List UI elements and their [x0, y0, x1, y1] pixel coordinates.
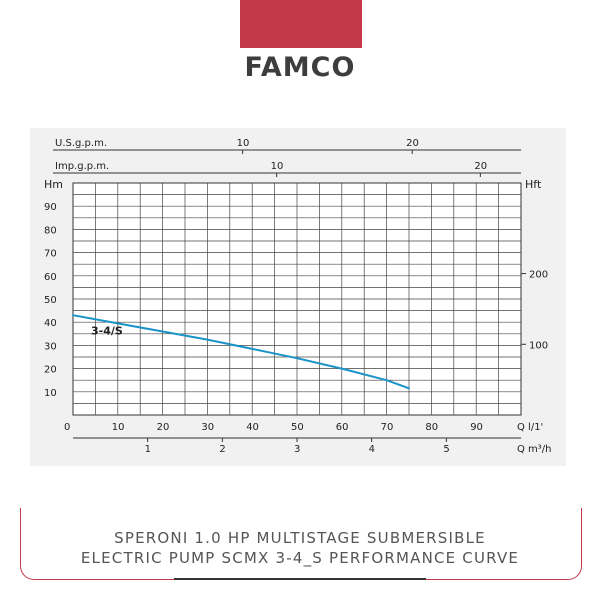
y-tick-label: 10: [44, 388, 57, 399]
brand-top-bar: [240, 0, 362, 48]
caption-line-1: SPERONI 1.0 HP MULTISTAGE SUBMERSIBLE: [114, 529, 486, 547]
usgpm-tick-label: 10: [237, 138, 250, 149]
caption-line-2: ELECTRIC PUMP SCMX 3-4_S PERFORMANCE CUR…: [80, 549, 520, 567]
chart-axes: [53, 149, 526, 442]
x-tick-label: 60: [336, 422, 349, 433]
y-tick-label: 60: [44, 272, 57, 283]
m3h-tick-label: 3: [294, 444, 300, 455]
impgpm-axis-label: Imp.g.p.m.: [55, 161, 109, 172]
m3h-axis-label: Q m³/h: [517, 444, 552, 455]
y-tick-label: 50: [44, 295, 57, 306]
usgpm-axis-label: U.S.g.p.m.: [55, 138, 107, 149]
m3h-tick-label: 4: [369, 444, 375, 455]
x-tick-label: 70: [381, 422, 394, 433]
m3h-tick-label: 2: [219, 444, 225, 455]
series-line-3-4/S: [72, 314, 410, 390]
impgpm-tick-label: 10: [271, 161, 284, 172]
y-right-tick-label: 200: [529, 270, 548, 281]
m3h-tick-label: 5: [443, 444, 449, 455]
y-axis-label-right: Hft: [525, 178, 542, 191]
y-right-tick-label: 100: [529, 340, 548, 351]
x-tick-label: 90: [470, 422, 483, 433]
y-axis-label-left: Hm: [44, 178, 63, 191]
x-tick-label: 20: [157, 422, 170, 433]
usgpm-tick-label: 20: [406, 138, 419, 149]
series-label: 3-4/S: [91, 324, 123, 337]
y-tick-label: 20: [44, 365, 57, 376]
x-tick-label: 10: [112, 422, 125, 433]
impgpm-tick-label: 20: [474, 161, 487, 172]
caption: SPERONI 1.0 HP MULTISTAGE SUBMERSIBLE EL…: [60, 528, 540, 568]
caption-underline: [174, 578, 426, 580]
x-tick-label: 30: [201, 422, 214, 433]
y-tick-label: 30: [44, 341, 57, 352]
x-tick-label: 80: [425, 422, 438, 433]
x-tick-label: 40: [246, 422, 259, 433]
famco-logo: FAMCO: [244, 52, 356, 83]
x-axis-label: Q l/1': [517, 422, 543, 433]
chart-grid: [72, 182, 522, 416]
performance-curve-chart: 10 20 30 40 50 60 70 80 90 Hm 100 200 Hft 0 10 20 30 40 50…: [44, 138, 552, 455]
x-tick-label: 50: [291, 422, 304, 433]
y-tick-label: 80: [44, 225, 57, 236]
chart-marks: [72, 314, 410, 390]
y-tick-label: 40: [44, 318, 57, 329]
x-tick-label: 0: [64, 422, 70, 433]
y-tick-label: 70: [44, 249, 57, 260]
y-tick-label: 90: [44, 202, 57, 213]
chart-labels: 10 20 30 40 50 60 70 80 90 Hm 100 200 Hft 0 10 20 30 40 50…: [44, 138, 552, 455]
m3h-tick-label: 1: [145, 444, 151, 455]
